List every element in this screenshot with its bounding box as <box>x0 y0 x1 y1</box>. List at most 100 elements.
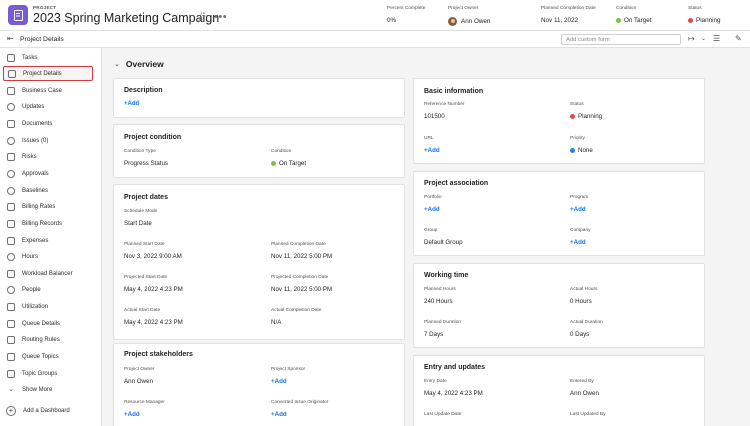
sidebar-item-documents[interactable]: Documents <box>3 116 93 131</box>
sidebar-item-approvals[interactable]: Approvals <box>3 166 93 181</box>
entered-by-value: Ann Owen <box>570 390 599 397</box>
sidebar-item-workload-balancer[interactable]: Workload Balancer <box>3 266 93 281</box>
sidebar-item-show-more[interactable]: ⌄ Show More <box>8 385 53 393</box>
sidebar-item-routing-rules[interactable]: Routing Rules <box>3 332 93 347</box>
actual-hours-value: 0 Hours <box>570 298 592 305</box>
add-sponsor-link[interactable]: +Add <box>271 378 287 385</box>
planned-start-value: Nov 3, 2022 9:00 AM <box>124 253 182 260</box>
sidebar-item-billing-rates[interactable]: Billing Rates <box>3 199 93 214</box>
sidebar-item-utilization[interactable]: Utilization <box>3 299 93 314</box>
more-options-icon[interactable]: ••• <box>214 11 228 23</box>
project-owner-value[interactable]: Ann Owen <box>461 18 491 25</box>
collapse-panel-icon[interactable]: ⇤ <box>7 34 14 43</box>
add-program-link[interactable]: +Add <box>570 206 586 213</box>
add-portfolio-link[interactable]: +Add <box>424 206 440 213</box>
overview-header[interactable]: ⌄ Overview <box>114 59 164 69</box>
status-value: Planning <box>696 17 721 24</box>
edit-pencil-icon[interactable]: ✎ <box>735 34 742 43</box>
sidebar-item-billing-records[interactable]: Billing Records <box>3 216 93 231</box>
working-time-card: Working time Planned Hours 240 Hours Act… <box>413 263 705 348</box>
sidebar-item-issues[interactable]: Issues (0) <box>3 133 93 148</box>
entry-date-value: May 4, 2022 4:23 PM <box>424 390 483 397</box>
basic-information-card: Basic information Reference Number 10150… <box>413 78 705 164</box>
planned-completion-value: Nov 11, 2022 5:00 PM <box>271 253 333 260</box>
project-stakeholders-card: Project stakeholders Project Owner Ann O… <box>113 343 405 426</box>
sidebar-item-project-details[interactable]: Project Details <box>3 66 93 81</box>
planned-completion-field: Planned Completion Date Nov 11, 2022 <box>541 6 596 24</box>
queue-details-icon <box>7 319 15 328</box>
condition-dot <box>271 161 276 166</box>
priority-dot <box>570 148 575 153</box>
sidebar-item-queue-details[interactable]: Queue Details <box>3 316 93 331</box>
sidebar-item-tasks[interactable]: Tasks <box>3 50 93 65</box>
chevron-down-icon[interactable]: ⌄ <box>114 61 120 68</box>
add-company-link[interactable]: +Add <box>570 239 586 246</box>
condition-dot <box>616 18 621 23</box>
condition-field[interactable]: Condition On Target <box>616 6 652 24</box>
documents-icon <box>7 119 15 128</box>
projected-completion-value: Nov 11, 2022 5:00 PM <box>271 286 333 293</box>
queue-topics-icon <box>7 352 15 361</box>
chevron-down-icon[interactable]: ⌄ <box>701 36 707 42</box>
project-header: PROJECT 2023 Spring Marketing Campaign ☆… <box>0 0 750 31</box>
layout-icon[interactable]: ☰ <box>713 34 721 43</box>
condition-value: On Target <box>279 160 307 167</box>
add-originator-link[interactable]: +Add <box>271 411 287 418</box>
plus-icon: + <box>6 406 16 416</box>
priority-value: None <box>578 147 593 154</box>
stakeholder-owner-value: Ann Owen <box>124 378 153 385</box>
details-icon <box>8 69 16 78</box>
chevron-down-icon: ⌄ <box>8 385 14 393</box>
project-condition-card: Project condition Condition Type Progres… <box>113 124 405 178</box>
add-dashboard-button[interactable]: + Add a Dashboard <box>6 406 70 416</box>
share-icon[interactable]: ↦ <box>688 34 695 43</box>
clock-icon <box>7 252 15 261</box>
percent-complete-field: Percent Complete 0% <box>387 6 426 24</box>
project-document-icon <box>8 5 28 25</box>
page-title: 2023 Spring Marketing Campaign <box>33 11 220 25</box>
issues-icon <box>7 136 15 145</box>
workload-balancer-icon <box>7 269 15 278</box>
add-resource-manager-link[interactable]: +Add <box>124 411 140 418</box>
billing-records-icon <box>7 219 15 228</box>
sidebar-item-topic-groups[interactable]: Topic Groups <box>3 366 93 381</box>
sidebar-item-business-case[interactable]: Business Case <box>3 83 93 98</box>
baselines-icon <box>7 186 15 195</box>
avatar <box>448 17 457 26</box>
reference-number-value: 101500 <box>424 113 445 120</box>
utilization-icon <box>7 302 15 311</box>
sidebar-item-updates[interactable]: Updates <box>3 99 93 114</box>
sidebar-item-baselines[interactable]: Baselines <box>3 183 93 198</box>
actual-start-value: May 4, 2022 4:23 PM <box>124 319 183 326</box>
planned-hours-value: 240 Hours <box>424 298 453 305</box>
project-owner-field[interactable]: Project Owner Ann Owen <box>448 6 491 26</box>
condition-value: On Target <box>624 17 652 24</box>
actual-completion-value: N/A <box>271 319 282 326</box>
planned-completion-value: Nov 11, 2022 <box>541 17 578 24</box>
add-description-link[interactable]: +Add <box>124 101 140 107</box>
custom-form-input[interactable]: Add custom form <box>561 34 681 45</box>
section-title: Project Details <box>20 36 64 43</box>
risks-icon <box>7 152 15 161</box>
group-value[interactable]: Default Group <box>424 239 463 246</box>
add-url-link[interactable]: +Add <box>424 147 440 154</box>
sidebar-item-risks[interactable]: Risks <box>3 149 93 164</box>
status-value: Planning <box>578 113 603 120</box>
project-dates-card: Project dates Schedule Mode Start Date P… <box>113 184 405 340</box>
object-kind: PROJECT <box>33 5 57 10</box>
sidebar-item-queue-topics[interactable]: Queue Topics <box>3 349 93 364</box>
actual-duration-value: 0 Days <box>570 331 590 338</box>
sidebar-item-hours[interactable]: Hours <box>3 249 93 264</box>
description-card: Description +Add <box>113 78 405 118</box>
left-sidebar: Tasks Project Details Business Case Upda… <box>0 48 102 426</box>
topic-groups-icon <box>7 369 15 378</box>
star-icon[interactable]: ☆ <box>196 10 207 24</box>
schedule-mode-value: Start Date <box>124 220 152 227</box>
sidebar-item-people[interactable]: People <box>3 282 93 297</box>
people-icon <box>7 285 15 294</box>
sidebar-item-expenses[interactable]: Expenses <box>3 233 93 248</box>
expenses-icon <box>7 236 15 245</box>
project-association-card: Project association Portfolio +Add Progr… <box>413 171 705 256</box>
status-field[interactable]: Status Planning <box>688 6 721 24</box>
routing-rules-icon <box>7 335 15 344</box>
